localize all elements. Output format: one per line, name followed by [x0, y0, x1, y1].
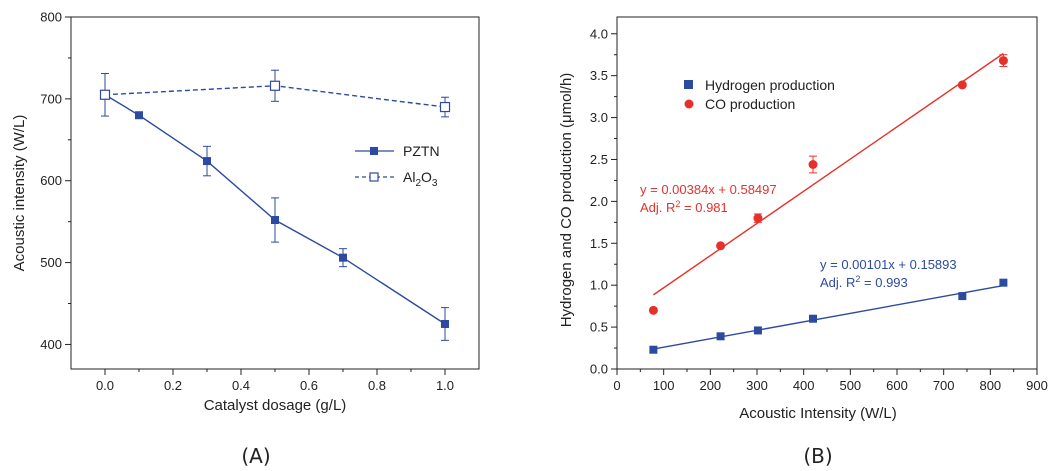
chart-a-y-tick-label: 600: [40, 173, 62, 188]
chart-b-x-tick-label: 600: [886, 378, 908, 393]
chart-b-y-tick-label: 1.0: [590, 278, 608, 293]
chart-a-series-0-point: [203, 157, 211, 166]
chart-b-series-0-point: [809, 314, 817, 323]
chart-a-axes: 0.0 0.2 0.4 0.6 0.8 1.0 400 500 600 700 800: [40, 10, 454, 394]
legend-b-hydrogen-marker: [684, 80, 693, 89]
chart-b-series-1-point: [648, 305, 658, 315]
chart-b-y-tick-label: 1.5: [590, 236, 608, 251]
chart-a-y-label: Acoustic intensity (W/L): [11, 115, 28, 272]
chart-a-series-0-point: [135, 111, 143, 120]
chart-b-y-tick-label: 0.5: [590, 320, 608, 335]
chart-a-series-1-point: [99, 89, 111, 100]
chart-b-x-tick-label: 300: [746, 378, 768, 393]
chart-a-series-0-line: [104, 94, 446, 325]
chart-a-panel-label: (A): [241, 444, 270, 468]
chart-a-series-0-point: [441, 319, 449, 328]
chart-a-legend: PZTN Al2O3: [355, 143, 440, 189]
chart-b-axes: 0 100 200 300 400 500 600 700 800 900 0.0 0.5 1.0 1.5…: [590, 26, 1048, 393]
chart-a-marks: [99, 69, 451, 341]
chart-b-y-tick-label: 2.0: [590, 194, 608, 209]
chart-b-x-tick-label: 700: [933, 378, 955, 393]
chart-b-y-tick-label: 4.0: [590, 26, 608, 41]
chart-a-series-1-point: [439, 101, 451, 113]
chart-b-series-0-point: [958, 292, 967, 301]
chart-a-y-tick-label: 800: [40, 10, 62, 25]
chart-b-x-tick-label: 100: [653, 378, 675, 393]
chart-b-y-tick-label: 3.0: [590, 110, 608, 125]
legend-a-al2o3-marker: [369, 172, 379, 182]
chart-b-series-1-point: [716, 241, 726, 251]
chart-b-series-1-point: [808, 160, 818, 170]
chart-a-y-tick-label: 400: [40, 337, 62, 352]
chart-b-series-1-fit-line: [653, 52, 1004, 296]
chart-b: 0 100 200 300 400 500 600 700 800 900 0.0 0.5 1.0 1.5…: [558, 16, 1048, 468]
chart-b-x-tick-label: 0: [613, 378, 620, 393]
chart-b-x-label: Acoustic Intensity (W/L): [739, 405, 897, 422]
hydrogen-fit-r2: Adj. R2 = 0.993: [820, 274, 908, 290]
hydrogen-fit-equation: y = 0.00101x + 0.15893: [820, 257, 957, 272]
chart-b-y-tick-label: 0.0: [590, 362, 608, 377]
chart-b-y-tick-label: 2.5: [590, 152, 608, 167]
legend-a-pztn-marker: [370, 147, 378, 155]
chart-b-series-0-point: [716, 332, 725, 341]
chart-b-series-1-point: [957, 80, 967, 90]
legend-b-hydrogen-label: Hydrogen production: [705, 77, 835, 93]
legend-a-al2o3-label: Al2O3: [403, 169, 438, 189]
chart-a-y-tick-label: 700: [40, 91, 62, 106]
chart-b-x-tick-label: 900: [1026, 378, 1048, 393]
chart-a-x-label: Catalyst dosage (g/L): [204, 397, 347, 414]
chart-b-marks: [648, 52, 1008, 354]
legend-b-co-marker: [684, 99, 694, 109]
chart-a-x-tick-label: 0.0: [96, 378, 114, 393]
legend-b-co-label: CO production: [705, 96, 795, 112]
chart-b-panel-label: (B): [803, 444, 832, 468]
chart-b-x-tick-label: 500: [839, 378, 861, 393]
chart-b-annotations: y = 0.00384x + 0.58497 Adj. R2 = 0.981 y…: [640, 182, 957, 290]
chart-b-x-tick-label: 200: [699, 378, 721, 393]
co-fit-equation: y = 0.00384x + 0.58497: [640, 182, 777, 197]
chart-b-series-0-point: [753, 326, 762, 335]
chart-a-x-tick-label: 0.8: [368, 378, 386, 393]
chart-b-series-1-point: [753, 213, 763, 223]
chart-b-x-tick-label: 800: [979, 378, 1001, 393]
chart-b-y-label: Hydrogen and CO production (μmol/h): [558, 73, 575, 328]
chart-a: 0.0 0.2 0.4 0.6 0.8 1.0 400 500 600 700 800 Cataly…: [11, 10, 480, 468]
chart-b-series-0-fit-line: [653, 284, 1004, 350]
chart-a-x-tick-label: 1.0: [436, 378, 454, 393]
chart-b-series-0-point: [999, 278, 1008, 287]
co-fit-r2: Adj. R2 = 0.981: [640, 199, 728, 215]
chart-b-x-tick-label: 400: [793, 378, 815, 393]
chart-b-series-0-point: [649, 345, 658, 354]
chart-a-x-tick-label: 0.2: [164, 378, 182, 393]
chart-b-series-1-point: [998, 56, 1008, 66]
chart-a-series-1-point: [269, 80, 281, 91]
chart-a-x-tick-label: 0.6: [300, 378, 318, 393]
legend-a-pztn-label: PZTN: [403, 143, 440, 159]
chart-b-y-tick-label: 3.5: [590, 68, 608, 83]
chart-a-series-0-point: [339, 253, 347, 262]
chart-a-x-tick-label: 0.4: [232, 378, 250, 393]
chart-a-series-0-point: [271, 216, 279, 225]
chart-a-y-tick-label: 500: [40, 255, 62, 270]
chart-b-legend: Hydrogen production CO production: [684, 77, 835, 112]
